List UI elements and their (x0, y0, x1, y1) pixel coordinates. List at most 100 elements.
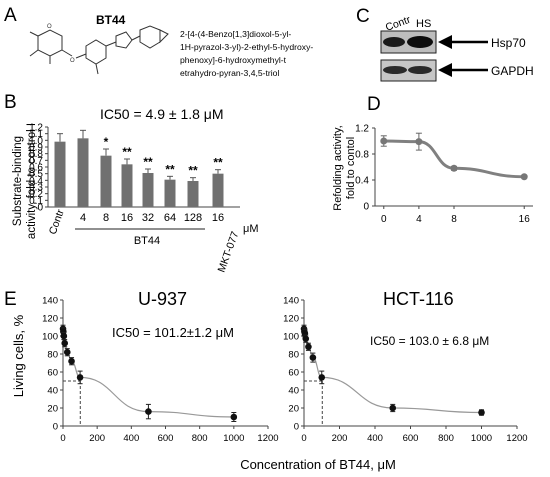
western-blot (380, 30, 437, 82)
x-tick-label: 0 (381, 214, 387, 225)
data-point (478, 409, 485, 416)
band-label: GAPDH (491, 64, 534, 78)
y-tick-label: 0.4 (355, 176, 369, 187)
y-tick-label: 0.9 (29, 143, 43, 154)
panel-e-ylabel: Living cells, % (11, 314, 26, 397)
y-tick-label: 20 (288, 404, 299, 415)
y-tick-label: 1.0 (29, 136, 43, 147)
panel-e-xlabel: Concentration of BT44, μM (240, 457, 396, 472)
x-tick-label: 1000 (471, 433, 492, 444)
significance-mark: ** (213, 156, 223, 170)
x-tick-label: 32 (142, 212, 154, 224)
significance-mark: ** (188, 164, 198, 178)
panel-b-ic50: IC50 = 4.9 ± 1.8 μM (100, 106, 224, 122)
panel-d-ylabel: Refolding activity, (332, 125, 344, 210)
x-tick-label: 64 (164, 212, 176, 224)
band (383, 37, 405, 47)
y-tick-label: 0.4 (29, 176, 43, 187)
panel-b-letter: B (4, 92, 17, 113)
compound-name-line: 2-[4-(4-Benzo[1,3]dioxol-5-yl- (180, 29, 291, 39)
x-tick-label: 4 (416, 214, 422, 225)
significance-mark: * (104, 135, 109, 149)
compound-label: BT44 (96, 13, 126, 27)
x-tick-label: 400 (123, 433, 139, 444)
bar (212, 173, 224, 207)
x-tick-label: 4 (80, 212, 86, 224)
x-tick-label: 16 (212, 212, 224, 224)
panel-e-right-ic50: IC50 = 103.0 ± 6.8 μM (370, 334, 489, 348)
compound-name-line: phenoxy]-6-hydroxymethyl-t (180, 55, 287, 65)
x-tick-label: 200 (89, 433, 105, 444)
panel-b-bar-chart: 00.10.20.30.40.50.60.70.80.91.01.11.2 Con… (29, 123, 240, 236)
x-tick-label: 800 (438, 433, 454, 444)
panel-b-ylabel: Substrate-binding (12, 136, 24, 226)
y-tick-label: 100 (42, 332, 58, 343)
x-tick-label: 1200 (257, 433, 278, 444)
y-tick-label: 120 (42, 314, 58, 325)
band-label: Hsp70 (491, 36, 526, 50)
panel-e-left-title: U-937 (138, 289, 187, 309)
y-tick-label: 0.1 (29, 196, 43, 207)
bar (142, 173, 154, 207)
x-tick-label: 128 (184, 212, 202, 224)
panel-e-letter: E (4, 289, 17, 310)
y-tick-label: 120 (283, 314, 299, 325)
bar (54, 141, 66, 207)
data-point (63, 348, 71, 356)
band (383, 66, 407, 74)
bar (121, 164, 133, 207)
data-point (305, 343, 312, 351)
x-tick-label: Contr (47, 207, 67, 236)
bt44-structure-icon: O O (29, 24, 169, 75)
fit-curve (62, 328, 234, 418)
y-tick-label: 0 (363, 202, 369, 213)
data-point (520, 173, 528, 181)
y-tick-label: 0.8 (355, 150, 369, 161)
svg-text:O: O (70, 58, 75, 64)
data-point (61, 339, 69, 347)
data-point (302, 335, 310, 343)
panel-b-group-bt44: BT44 (134, 235, 160, 247)
y-tick-label: 20 (47, 404, 58, 415)
arrow-icon (438, 63, 488, 77)
panel-c-letter: C (356, 6, 370, 27)
data-point (60, 332, 68, 340)
x-tick-label: 600 (158, 433, 174, 444)
panel-d-line-chart: 0 0.4 0.8 1.2 0 4 8 16 (355, 124, 533, 225)
x-tick-label: 16 (121, 212, 133, 224)
y-tick-label: 0 (294, 422, 299, 433)
y-tick-label: 1.2 (355, 124, 369, 135)
x-tick-label: 800 (192, 433, 208, 444)
data-point (389, 404, 397, 412)
y-tick-label: 60 (288, 368, 299, 379)
y-tick-label: 1.1 (29, 129, 43, 140)
x-tick-label: 1000 (223, 433, 244, 444)
panel-e-left-chart: 0 20 40 60 80 100 120 140 0 200 400 600 800 1000 1200 (42, 296, 278, 445)
y-tick-label: 0.5 (29, 169, 43, 180)
significance-mark: ** (165, 162, 175, 176)
bar (77, 138, 89, 207)
data-point (380, 137, 388, 145)
y-tick-label: 0 (37, 203, 43, 214)
compound-name-line: 1H-pyrazol-3-yl)-2-ethyl-5-hydroxy- (180, 42, 313, 52)
significance-mark: ** (143, 155, 153, 169)
bar (100, 155, 112, 207)
panel-b-ylabel: activity, fold to control I (26, 123, 38, 239)
y-tick-label: 40 (47, 386, 58, 397)
x-tick-label: 400 (367, 433, 383, 444)
y-tick-label: 140 (283, 296, 299, 307)
bar (187, 181, 199, 207)
x-tick-label: 8 (451, 214, 457, 225)
panel-a-letter: A (4, 5, 17, 26)
compound-name-line: etrahydro-pyran-3,4,5-triol (180, 68, 279, 78)
y-tick-label: 0.2 (29, 189, 43, 200)
x-tick-label: 8 (103, 212, 109, 224)
y-tick-label: 1.2 (29, 123, 43, 134)
panel-b-group-mkt: MKT-077 (216, 230, 242, 274)
panel-e-right-title: HCT-116 (383, 289, 454, 309)
band (408, 66, 432, 74)
significance-mark: ** (122, 145, 132, 159)
panel-b-unit: μM (243, 223, 259, 235)
band (407, 36, 433, 48)
y-tick-label: 100 (283, 332, 299, 343)
